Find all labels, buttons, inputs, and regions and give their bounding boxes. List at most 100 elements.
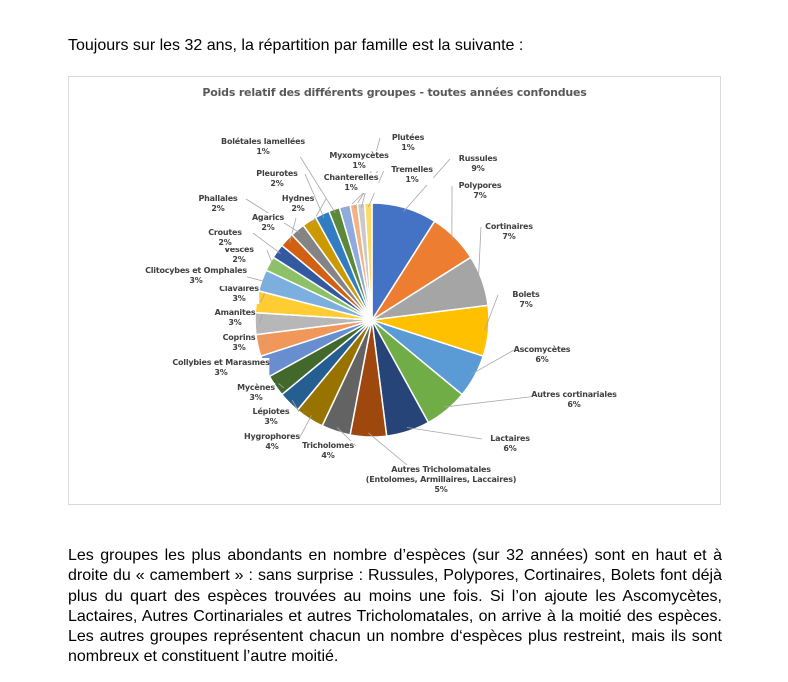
leader-line [311, 198, 327, 225]
data-label: Ascomycètes 6% [513, 345, 571, 365]
slice-percent: 4% [321, 451, 335, 460]
slice-label: Myxomycètes [329, 151, 389, 160]
leader-line [470, 349, 515, 375]
leader-line [252, 232, 281, 254]
slice-label: Bolétales lamellées [221, 137, 305, 146]
slice-percent: 3% [189, 276, 203, 285]
data-label: Coprins 3% [222, 333, 256, 353]
slice-percent: 1% [405, 175, 419, 184]
slice-percent: 3% [249, 393, 263, 402]
leader-line [477, 226, 482, 282]
slice-label: Clitocybes et Omphales [145, 266, 247, 275]
slice-percent: 9% [471, 164, 485, 173]
leader-line [266, 249, 274, 266]
slice-label: Croutes [208, 228, 242, 237]
pie-chart: Poids relatif des différents groupes - t… [68, 76, 721, 505]
slice-percent: 2% [261, 223, 275, 232]
slice-label: Pleurotes [256, 169, 298, 178]
slice-label: Hydnes [281, 194, 315, 203]
data-label: Lactaires 6% [490, 434, 530, 454]
data-label: Collybies et Marasmes 3% [172, 358, 270, 378]
slice-percent: 4% [265, 442, 279, 451]
slice-percent: 3% [228, 318, 242, 327]
slice-label: Phallales [198, 194, 238, 203]
leader-line [299, 415, 312, 438]
slice-percent: 2% [232, 255, 246, 264]
slice-percent: 5% [434, 485, 448, 494]
pie-slice-28 [363, 202, 373, 321]
slice-percent: 2% [291, 204, 305, 213]
slice-label: Vesces [224, 245, 254, 254]
data-label: Croutes 2% [208, 228, 242, 248]
slice-percent: 2% [270, 179, 284, 188]
data-label: Russules 9% [458, 154, 497, 174]
slice-percent: 3% [264, 417, 278, 426]
slice-percent: 1% [352, 161, 366, 170]
slice-label: Collybies et Marasmes [172, 358, 270, 367]
leader-line [403, 158, 451, 212]
data-label: Clitocybes et Omphales 3% [145, 266, 247, 286]
slice-label: Polypores [458, 181, 502, 190]
data-label: Agarics 2% [251, 213, 285, 233]
slice-percent: 3% [214, 368, 228, 377]
data-label: Clavaires 3% [219, 284, 259, 304]
leader-line [258, 312, 264, 324]
slice-label: Ascomycètes [513, 345, 571, 354]
leader-line [278, 383, 285, 389]
slice-label: Clavaires [219, 284, 259, 293]
data-label: Plutées 1% [391, 133, 425, 153]
slice-label: Hygrophores [244, 432, 300, 441]
slice-label: Cortinaires [485, 222, 533, 231]
data-label: Autres cortinariales 6% [531, 390, 617, 410]
slice-label: Bolets [512, 290, 540, 299]
slice-percent: 1% [256, 147, 270, 156]
chart-title: Poids relatif des différents groupes - t… [202, 86, 587, 99]
leader-line [368, 432, 414, 471]
data-label: Cortinaires 7% [485, 222, 533, 242]
data-label: Bolets 7% [512, 290, 540, 310]
slice-percent: 2% [218, 238, 232, 247]
pie-svg [223, 137, 547, 471]
leader-line [443, 394, 547, 408]
data-label: Autres Tricholomatales (Entolomes, Armill… [365, 465, 517, 495]
slice-label: Tremelles [391, 165, 433, 174]
leader-line [360, 137, 381, 208]
data-label: Vesces 2% [224, 245, 254, 265]
slice-percent: 6% [503, 444, 517, 453]
body-paragraph: Les groupes les plus abondants en nombre… [68, 547, 722, 666]
data-label: Tremelles 1% [391, 165, 433, 185]
leader-line [261, 337, 268, 345]
slice-label: Plutées [391, 133, 425, 142]
slice-label: Agarics [251, 213, 285, 222]
slice-percent: 1% [344, 183, 358, 192]
data-label: Bolétales lamellées 1% [221, 137, 305, 157]
data-label: Hygrophores 4% [244, 432, 300, 452]
data-label: Pleurotes 2% [256, 169, 298, 189]
slice-percent: 6% [535, 355, 549, 364]
slice-percent: 1% [401, 143, 415, 152]
slice-label: Lépiotes [252, 407, 290, 416]
leader-line [289, 217, 297, 243]
data-label: Hydnes 2% [281, 194, 315, 214]
data-label: Myxomycètes 1% [329, 151, 389, 171]
slice-percent: 7% [502, 232, 516, 241]
slice-label: Mycènes [237, 383, 275, 392]
slice-label: Autres Tricholomatales [391, 465, 491, 474]
slice-percent: 3% [232, 343, 246, 352]
slice-label: Autres cortinariales [531, 390, 617, 399]
slice-label: Tricholomes [302, 441, 354, 450]
data-label: Amanites 3% [214, 308, 256, 328]
data-label: Chanterelles 1% [323, 173, 378, 193]
leader-line [406, 427, 483, 440]
data-label: Tricholomes 4% [302, 441, 354, 461]
slice-percent: 6% [567, 400, 581, 409]
data-label: Mycènes 3% [237, 383, 275, 403]
data-label: Polypores 7% [458, 181, 502, 201]
data-label: Phallales 2% [198, 194, 238, 214]
slice-label: (Entolomes, Armillaires, Laccaires) [365, 475, 517, 484]
intro-text: Toujours sur les 32 ans, la répartition … [68, 37, 524, 54]
data-label: Lépiotes 3% [252, 407, 290, 427]
slice-percent: 7% [519, 300, 533, 309]
leader-line [291, 399, 300, 413]
slice-percent: 2% [211, 204, 225, 213]
